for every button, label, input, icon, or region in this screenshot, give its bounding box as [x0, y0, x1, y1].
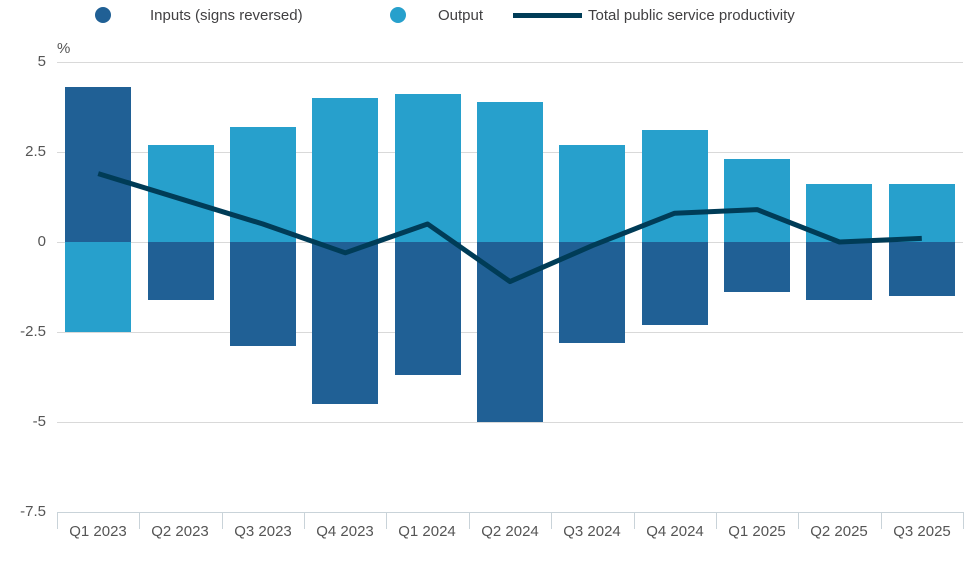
inputs-bar[interactable]: [395, 242, 461, 375]
x-axis-tick-label: Q2 2024: [481, 523, 539, 540]
x-axis-tick-label: Q1 2024: [398, 523, 456, 540]
output-bar[interactable]: [889, 184, 955, 242]
x-axis-tick-label: Q3 2025: [893, 523, 951, 540]
legend-label-inputs: Inputs (signs reversed): [150, 6, 303, 24]
gridline: [57, 422, 963, 423]
inputs-bar[interactable]: [65, 87, 131, 242]
inputs-swatch-icon: [95, 7, 111, 23]
inputs-bar[interactable]: [806, 242, 872, 300]
output-bar[interactable]: [477, 102, 543, 242]
x-axis-tick: [222, 512, 223, 529]
output-bar[interactable]: [559, 145, 625, 242]
inputs-bar[interactable]: [230, 242, 296, 346]
x-axis-tick-label: Q3 2024: [563, 523, 621, 540]
x-axis-tick: [304, 512, 305, 529]
inputs-bar[interactable]: [148, 242, 214, 300]
productivity-line-path[interactable]: [97, 171, 922, 285]
x-axis-tick: [57, 512, 58, 529]
x-axis-tick: [386, 512, 387, 529]
x-axis-line: [57, 512, 963, 513]
productivity-line[interactable]: [57, 62, 963, 512]
x-axis-tick: [551, 512, 552, 529]
legend-item-productivity[interactable]: Total public service productivity: [513, 0, 795, 30]
inputs-bar[interactable]: [889, 242, 955, 296]
legend-label-productivity: Total public service productivity: [588, 6, 795, 24]
gridline: [57, 62, 963, 63]
inputs-bar[interactable]: [312, 242, 378, 404]
legend-label-output: Output: [438, 6, 484, 24]
output-bar[interactable]: [312, 98, 378, 242]
inputs-bar[interactable]: [642, 242, 708, 325]
output-bar[interactable]: [724, 159, 790, 242]
output-swatch-icon: [390, 7, 406, 23]
x-axis-tick: [963, 512, 964, 529]
x-axis-tick-label: Q3 2023: [234, 523, 292, 540]
legend-item-output[interactable]: Output: [390, 0, 483, 30]
y-axis-tick-label: 2.5: [25, 143, 46, 160]
x-axis-tick-label: Q4 2024: [646, 523, 704, 540]
y-axis-tick-label: 0: [37, 233, 46, 250]
y-axis-tick-label: 5: [37, 53, 46, 70]
x-axis-tick: [469, 512, 470, 529]
x-axis-tick-label: Q1 2025: [728, 523, 786, 540]
x-axis-tick: [716, 512, 717, 529]
legend-item-inputs[interactable]: Inputs (signs reversed): [95, 0, 303, 30]
x-axis-tick-label: Q2 2023: [151, 523, 209, 540]
productivity-line-swatch-icon: [513, 12, 582, 18]
x-axis-tick: [798, 512, 799, 529]
output-bar[interactable]: [395, 94, 461, 242]
x-axis-tick-label: Q2 2025: [810, 523, 868, 540]
y-axis-tick-label: -7.5: [20, 503, 46, 520]
x-axis-tick-label: Q4 2023: [316, 523, 374, 540]
x-axis-tick: [139, 512, 140, 529]
output-bar[interactable]: [65, 242, 131, 332]
x-axis-tick-label: Q1 2023: [69, 523, 127, 540]
inputs-bar[interactable]: [559, 242, 625, 343]
x-axis-tick: [634, 512, 635, 529]
x-axis-tick: [881, 512, 882, 529]
inputs-bar[interactable]: [724, 242, 790, 292]
y-axis-unit-label: %: [57, 40, 71, 57]
y-axis-tick-label: -5: [32, 413, 46, 430]
y-axis-tick-label: -2.5: [20, 323, 46, 340]
